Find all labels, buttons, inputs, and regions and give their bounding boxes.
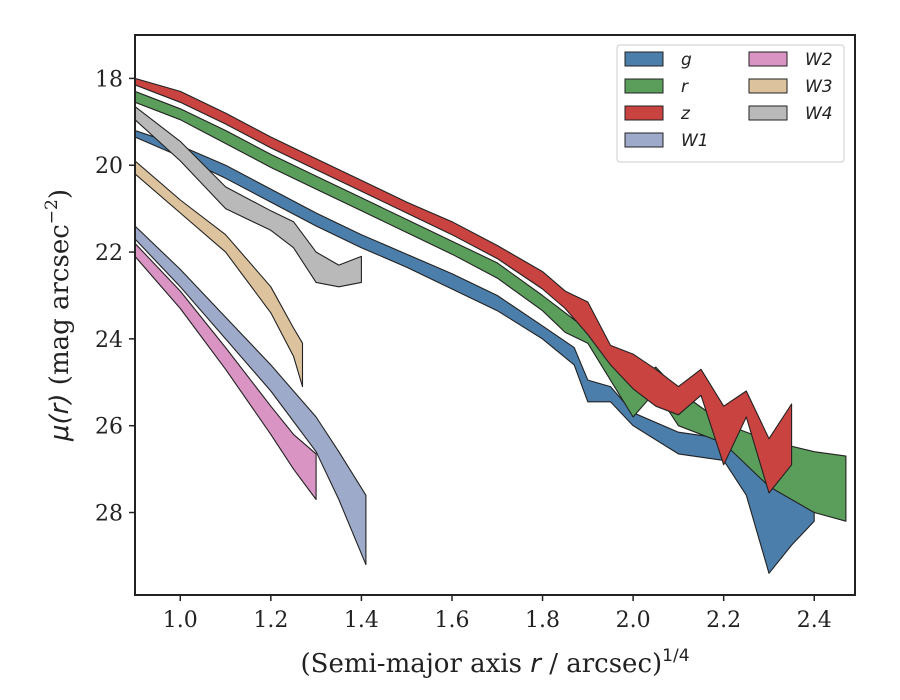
band-w1 (135, 225, 367, 566)
x-tick-label: 1.4 (344, 608, 379, 633)
legend-swatch-w4 (748, 105, 788, 121)
x-tick-label: 2.4 (797, 608, 832, 633)
legend-swatch-w2 (748, 51, 788, 67)
legend-label-w2: W2 (805, 50, 833, 70)
y-tick-label: 18 (95, 67, 123, 92)
legend: grz W1 W2 W3 W4 (616, 44, 845, 163)
y-axis-title-mu: μ( (45, 412, 75, 442)
legend-frame (616, 44, 845, 163)
x-axis-title-exp: 1/4 (662, 646, 689, 666)
y-tick-label: 26 (95, 415, 123, 440)
y-tick-label: 22 (95, 241, 123, 266)
legend-swatch-w3 (748, 78, 788, 94)
legend-swatch-w1 (624, 132, 664, 148)
legend-label-w3: W3 (805, 77, 833, 97)
legend-label-g: g (681, 50, 692, 70)
legend-swatch-r (624, 78, 664, 94)
x-tick-label: 2.0 (616, 608, 651, 633)
y-tick-label: 24 (95, 328, 123, 353)
x-tick-label: 2.2 (706, 608, 741, 633)
y-axis-title-exp: −2 (42, 199, 62, 224)
x-axis-title-main: (Semi-major axis (300, 649, 530, 679)
band-z (135, 77, 793, 494)
band-w4 (135, 106, 362, 288)
legend-swatch-g (624, 51, 664, 67)
x-tick-label: 1.8 (525, 608, 560, 633)
y-axis-title-end: ) (45, 189, 75, 199)
band-w2 (135, 242, 317, 501)
x-axis-title-var: r (530, 649, 543, 679)
x-tick-label: 1.0 (163, 608, 198, 633)
x-tick-label: 1.6 (434, 608, 469, 633)
legend-label-w4: W4 (805, 104, 833, 124)
y-axis-title-close: ) (45, 393, 75, 405)
y-axis-title-var: r (45, 401, 75, 414)
x-tick-label: 1.2 (253, 608, 288, 633)
legend-label-r: r (681, 77, 689, 97)
band-g (135, 129, 815, 574)
x-axis-title: (Semi-major axis r / arcsec)1/4 (300, 646, 689, 679)
x-axis-title-rest: / arcsec) (541, 649, 662, 679)
legend-label-z: z (680, 104, 691, 124)
y-axis-title: μ(r) (mag arcsec−2) (42, 189, 75, 442)
y-tick-label: 20 (95, 154, 123, 179)
plot-frame (134, 34, 856, 596)
legend-label-w1: W1 (681, 131, 709, 151)
legend-swatch-z (624, 105, 664, 121)
ticks-layer: 1.0 1.2 1.4 1.6 1.8 2.0 2.2 2.4 18 20 22 24 26 28 (95, 67, 832, 633)
series-layer (135, 77, 847, 574)
band-w3 (135, 160, 304, 388)
y-tick-label: 28 (95, 502, 123, 527)
y-axis-title-rest: (mag arcsec (45, 224, 75, 393)
